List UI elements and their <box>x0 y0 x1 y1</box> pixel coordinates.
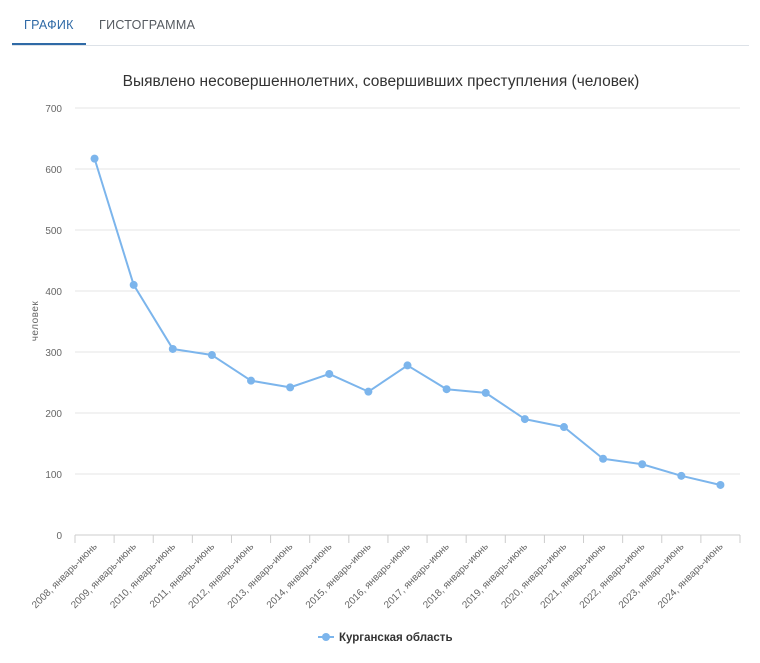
series-line <box>93 158 721 486</box>
data-point[interactable] <box>364 387 373 396</box>
data-point[interactable] <box>207 351 216 360</box>
legend-label: Курганская область <box>339 632 453 644</box>
y-tick-label: 100 <box>45 470 62 481</box>
x-tick-label: 2012, январь-июнь <box>187 541 257 611</box>
x-tick-label: 2011, январь-июнь <box>148 541 217 610</box>
x-tick-label: 2021, январь-июнь <box>539 541 609 611</box>
x-tick-label: 2013, январь-июнь <box>226 541 296 611</box>
y-tick-label: 200 <box>45 409 62 420</box>
y-tick-label: 700 <box>45 104 62 115</box>
data-point[interactable] <box>520 415 529 424</box>
data-point[interactable] <box>129 280 138 289</box>
y-axis-label: человек <box>30 301 41 342</box>
data-point[interactable] <box>599 454 608 463</box>
x-tick-label: 2024, январь-июнь <box>656 541 726 611</box>
legend-marker <box>322 633 330 641</box>
data-point[interactable] <box>247 376 256 385</box>
tab-chart[interactable]: ГРАФИК <box>12 18 86 45</box>
chart-title: Выявлено несовершеннолетних, совершивших… <box>123 73 640 90</box>
y-tick-label: 500 <box>45 226 62 237</box>
x-tick-label: 2015, январь-июнь <box>304 541 374 611</box>
data-point[interactable] <box>716 480 725 489</box>
x-tick-label: 2008, январь-июнь <box>30 541 100 611</box>
x-tick-label: 2014, январь-июнь <box>265 541 335 611</box>
x-tick-label: 2023, январь-июнь <box>617 541 687 611</box>
x-tick-label: 2009, январь-июнь <box>69 541 139 611</box>
data-point[interactable] <box>90 154 99 163</box>
data-point[interactable] <box>403 361 412 370</box>
x-tick-label: 2010, январь-июнь <box>108 541 178 611</box>
data-point[interactable] <box>481 388 490 397</box>
y-axis: 0 100 200 300 400 500 600 700 <box>45 104 62 542</box>
series-kurgan <box>90 154 725 489</box>
x-tick-label: 2017, январь-июнь <box>382 541 452 611</box>
chart-grid <box>75 107 740 536</box>
legend[interactable]: Курганская область <box>318 632 453 644</box>
y-tick-label: 400 <box>45 287 62 298</box>
y-tick-label: 600 <box>45 165 62 176</box>
chart-tabs: ГРАФИК ГИСТОГРАММА <box>12 0 749 46</box>
y-tick-label: 300 <box>45 348 62 359</box>
x-tick-label: 2022, январь-июнь <box>578 541 648 611</box>
x-tick-label: 2019, январь-июнь <box>460 541 530 611</box>
x-tick-label: 2018, январь-июнь <box>421 541 491 611</box>
data-point[interactable] <box>677 471 686 480</box>
x-tick-label: 2016, январь-июнь <box>343 541 413 611</box>
tab-histogram[interactable]: ГИСТОГРАММА <box>99 18 196 32</box>
data-point[interactable] <box>168 344 177 353</box>
x-tick-label: 2020, январь-июнь <box>499 541 569 611</box>
data-point[interactable] <box>286 383 295 392</box>
data-point[interactable] <box>559 423 568 432</box>
data-point[interactable] <box>638 460 647 469</box>
y-tick-label: 0 <box>56 531 62 542</box>
data-point[interactable] <box>442 385 451 394</box>
data-point[interactable] <box>325 369 334 378</box>
